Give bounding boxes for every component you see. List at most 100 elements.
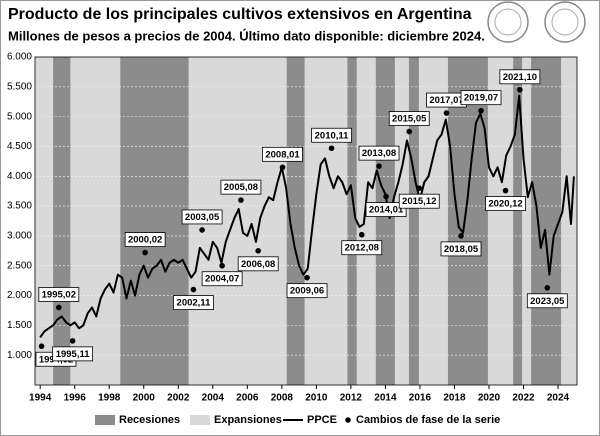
y-tick-label: 2.000	[7, 290, 32, 301]
phase-point	[328, 145, 335, 152]
seal	[494, 8, 522, 36]
y-tick-label: 3.000	[7, 231, 32, 242]
recession-band	[375, 57, 395, 385]
legend-swatch	[95, 415, 115, 425]
phase-label: 1995,11	[56, 349, 91, 360]
expansion-band	[394, 57, 409, 385]
y-tick-label: 5.000	[7, 111, 32, 122]
phase-point	[56, 304, 62, 311]
y-tick-label: 6.000	[7, 52, 32, 63]
phase-label: 2018,05	[444, 244, 479, 255]
phase-point	[38, 343, 45, 350]
phase-point	[304, 274, 310, 281]
phase-label: 2008,01	[265, 149, 300, 160]
y-tick-label: 2.500	[7, 260, 32, 271]
phase-point	[190, 286, 197, 293]
phase-point	[478, 107, 484, 114]
x-tick-label: 2014	[374, 393, 397, 404]
phase-label: 2015,05	[392, 114, 427, 125]
phase-point	[544, 284, 551, 291]
seal	[544, 1, 586, 43]
expansion-band	[356, 57, 376, 385]
phase-label: 2005,08	[224, 182, 258, 193]
phase-point	[376, 163, 382, 169]
recession-band	[347, 57, 357, 385]
legend-label: Cambios de fase de la serie	[356, 414, 500, 426]
phase-label: 2000,02	[128, 235, 162, 246]
x-tick-label: 2004	[202, 393, 225, 404]
x-tick-label: 2022	[512, 393, 535, 404]
phase-label-box	[341, 240, 383, 256]
legend-label: Expansiones	[214, 414, 282, 426]
expansion-band	[70, 57, 121, 385]
y-tick-label: 4.500	[7, 141, 32, 152]
phase-point	[416, 185, 423, 191]
phase-label-box	[286, 283, 328, 299]
phase-point	[443, 110, 450, 116]
phase-label: 1995,02	[42, 289, 76, 300]
phase-label: 2010,11	[315, 130, 350, 141]
legend-label: PPCE	[307, 414, 337, 426]
phase-label-box	[201, 271, 243, 287]
phase-label: 2014,01	[369, 205, 404, 216]
phase-point	[199, 227, 205, 233]
phase-label: 2017,07	[429, 95, 463, 106]
expansion-band	[561, 57, 577, 385]
x-tick-label: 2008	[271, 393, 294, 404]
y-tick-label: 3.500	[7, 201, 32, 212]
phase-point	[255, 248, 261, 254]
x-tick-label: 2010	[305, 393, 328, 404]
legend-label: Recesiones	[119, 414, 180, 426]
plot-border	[34, 56, 578, 386]
phase-point	[383, 193, 389, 200]
recession-band	[120, 57, 189, 385]
phase-label: 2002,11	[177, 298, 212, 309]
phase-label-box	[181, 209, 223, 225]
phase-label: 2023,05	[530, 296, 565, 307]
phase-label-box	[485, 196, 526, 211]
phase-label-box	[52, 346, 94, 362]
x-tick-label: 2000	[133, 393, 156, 404]
phase-label-box	[499, 69, 541, 85]
phase-label: 2020,12	[488, 199, 522, 210]
phase-label-box	[398, 193, 440, 209]
phase-label: 2015,12	[402, 196, 436, 207]
legend-swatch	[345, 417, 351, 423]
phase-label: 2013,08	[362, 148, 396, 159]
recession-band	[513, 57, 523, 385]
phase-label: 2021,10	[503, 72, 537, 83]
y-tick-label: 1.500	[7, 320, 32, 331]
phase-point	[406, 128, 413, 135]
x-tick-label: 2002	[167, 393, 190, 404]
x-tick-label: 1996	[64, 393, 87, 404]
seal	[487, 1, 529, 43]
phase-label: 2009,06	[290, 286, 324, 297]
phase-point	[502, 187, 509, 194]
phase-point	[458, 233, 464, 239]
phase-label: 2012,08	[345, 243, 379, 254]
phase-label-box	[365, 202, 407, 217]
x-tick-label: 2006	[236, 393, 259, 404]
x-tick-label: 2020	[478, 393, 501, 404]
recession-band	[531, 57, 562, 385]
phase-label: 2003,05	[185, 212, 220, 223]
expansion-band	[35, 57, 54, 385]
phase-label: 2004,07	[205, 274, 239, 285]
x-tick-label: 1998	[98, 393, 121, 404]
expansion-band	[304, 57, 348, 385]
phase-label-box	[220, 179, 262, 195]
phase-point	[142, 249, 148, 256]
phase-point	[517, 87, 523, 93]
y-tick-label: 5.500	[7, 81, 32, 92]
recession-band	[408, 57, 419, 385]
expansion-band	[522, 57, 532, 385]
chart-subtitle: Millones de pesos a precios de 2004. Últ…	[8, 28, 485, 43]
y-tick-label: 1.000	[7, 350, 32, 361]
x-tick-label: 2016	[409, 393, 432, 404]
phase-label-box	[237, 256, 279, 272]
phase-label-box	[124, 232, 166, 248]
phase-label-box	[440, 241, 482, 257]
x-tick-label: 1994	[29, 393, 52, 404]
phase-label-box	[526, 293, 568, 309]
